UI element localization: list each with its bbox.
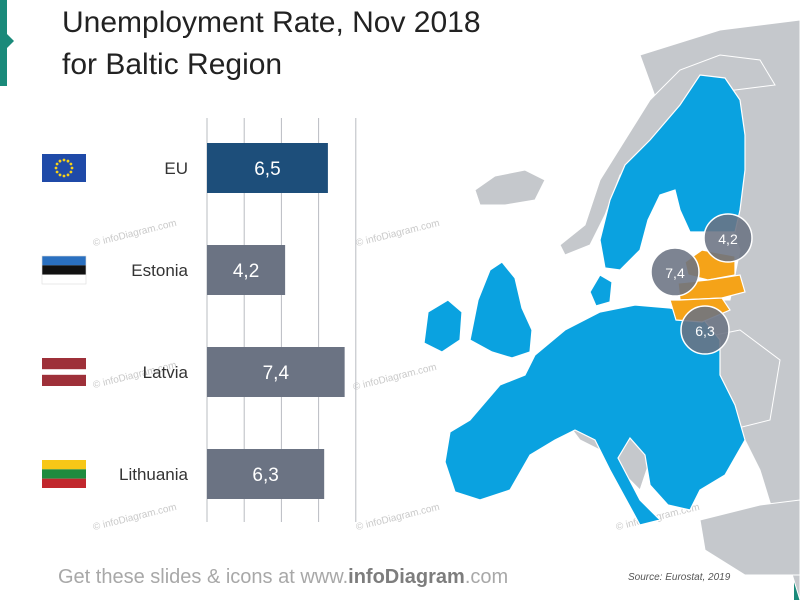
title-line-1: Unemployment Rate, Nov 2018 — [62, 6, 481, 39]
map-norway — [559, 54, 776, 256]
latvia-flag-icon — [42, 358, 86, 386]
bubble-lithuania — [680, 305, 730, 355]
bars: 6,5 EU 4,2 Estonia 7,4 Latvia 6,3 Lithuania — [119, 143, 345, 499]
accent-notch — [7, 34, 14, 48]
footer-prefix: Get these slides & icons at www. — [58, 566, 349, 588]
map-denmark — [589, 274, 613, 307]
category-label-latvia: Latvia — [143, 363, 189, 382]
bar-latvia — [207, 347, 345, 397]
map-uk — [469, 261, 533, 359]
accent-bar-left — [0, 0, 7, 86]
category-label-estonia: Estonia — [131, 261, 188, 280]
bar-lithuania — [207, 449, 325, 499]
value-label-latvia: 7,4 — [263, 363, 290, 384]
category-label-eu: EU — [164, 159, 188, 178]
bar-estonia — [207, 245, 286, 295]
footer-suffix: .com — [464, 566, 509, 588]
map-continent — [444, 304, 746, 526]
lithuania-flag-icon — [42, 460, 86, 488]
footer: Get these slides & icons at www.infoDiag… — [58, 566, 508, 589]
value-label-lithuania: 6,3 — [252, 465, 278, 486]
category-label-lithuania: Lithuania — [119, 465, 189, 484]
value-label-eu: 6,5 — [254, 159, 280, 180]
chart-title: Unemployment Rate, Nov 2018 for Baltic R… — [62, 2, 481, 86]
estonia-flag-icon — [41, 255, 87, 285]
bubble-label-lithuania: 6,3 — [695, 323, 715, 339]
bubble-estonia — [703, 213, 753, 263]
footer-brand: infoDiagram — [348, 566, 465, 588]
map-iceland — [474, 169, 546, 206]
bar-eu — [207, 143, 328, 193]
flags — [41, 154, 87, 488]
title-line-2: for Baltic Region — [62, 48, 283, 81]
eu-flag-icon — [42, 154, 86, 182]
bubble-label-estonia: 4,2 — [718, 231, 738, 247]
map-turkey — [699, 499, 800, 576]
source-note: Source: Eurostat, 2019 — [628, 572, 731, 583]
bubble-label-latvia: 7,4 — [665, 265, 685, 281]
bubble-latvia — [650, 247, 700, 297]
map-ireland — [423, 299, 463, 353]
value-label-estonia: 4,2 — [233, 261, 259, 282]
